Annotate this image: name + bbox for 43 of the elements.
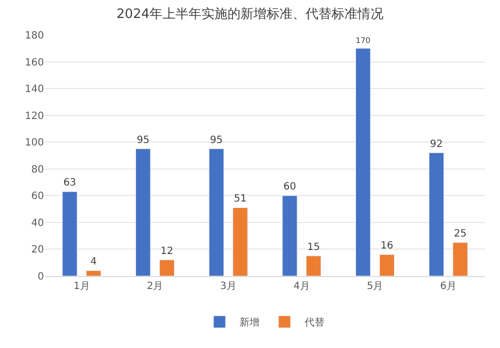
bar [159,260,174,276]
bar [86,270,102,276]
y-tick-label: 100 [24,138,44,149]
bar [62,191,78,276]
bar [306,256,322,276]
y-tick-label: 20 [31,244,44,256]
data-label: 92 [430,138,443,150]
x-tick-label: 2月 [146,281,164,292]
bar [428,152,444,276]
x-tick-label: 3月 [220,281,237,292]
legend-label: 新增 [240,316,260,329]
x-tick-label: 1月 [73,281,90,292]
data-label: 63 [63,178,76,189]
y-tick-label: 60 [31,191,44,202]
data-label: 25 [454,228,467,240]
legend-label: 代替 [304,316,324,329]
data-label: 60 [283,182,296,193]
bar [452,242,468,276]
data-label: 15 [307,242,320,253]
y-tick-label: 180 [24,30,44,42]
data-label: 95 [136,134,150,146]
data-label: 170 [356,36,371,46]
x-tick-label: 6月 [440,281,457,292]
bar [232,207,248,276]
chart-title: 2024年上半年实施的新增标准、代替标准情况 [116,6,384,22]
x-tick-label: 4月 [293,281,310,292]
y-tick-label: 80 [31,164,44,176]
data-label: 16 [380,240,394,252]
data-label: 4 [90,256,97,268]
x-tick-label: 5月 [366,281,384,292]
data-label: 12 [160,246,174,257]
bar [208,148,224,276]
data-label: 51 [234,194,247,205]
y-tick-label: 0 [38,272,44,282]
bar [379,254,394,276]
y-tick-label: 140 [24,84,44,96]
y-tick-label: 120 [24,110,44,122]
data-label: 95 [210,134,223,146]
y-tick-label: 40 [31,218,44,229]
bar [356,48,371,276]
bar [282,195,298,276]
y-tick-label: 160 [24,57,44,68]
bar [136,148,151,276]
